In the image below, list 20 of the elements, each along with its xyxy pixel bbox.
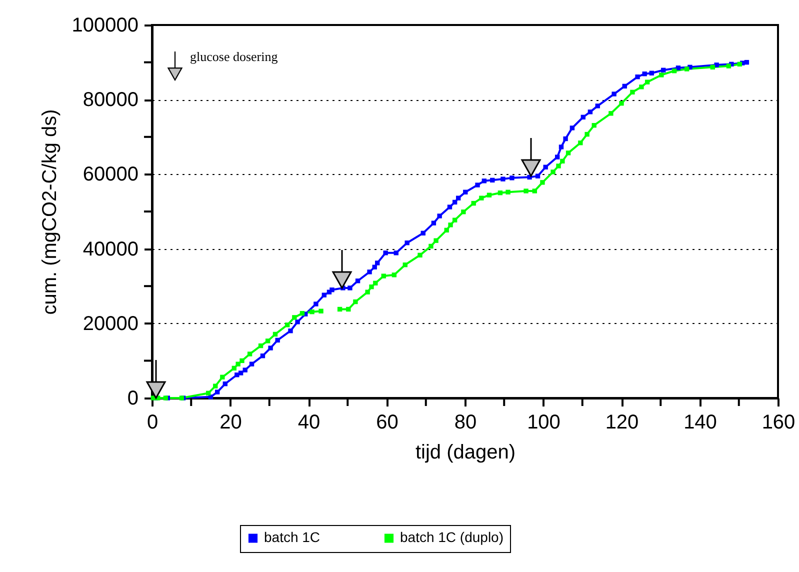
y-tick-label: 60000 (82, 164, 138, 186)
x-tick-label: 100 (527, 412, 560, 434)
x-tick-label: 60 (376, 412, 398, 434)
y-tick-label: 100000 (72, 14, 138, 36)
x-tick-label: 140 (684, 412, 717, 434)
annotation: glucose dosering (190, 49, 278, 64)
x-axis-title: tijd (dagen) (415, 442, 516, 464)
y-tick-label: 20000 (82, 312, 138, 335)
x-tick-label: 80 (454, 412, 477, 434)
x-tick-label: 120 (605, 412, 639, 434)
y-axis-title: cum. (mgCO2-C/kg ds) (38, 109, 61, 315)
y-tick-label: 0 (127, 388, 138, 410)
legend-label: batch 1C (duplo) (400, 529, 504, 546)
x-tick-label: 160 (762, 412, 796, 434)
x-tick-label: 40 (298, 412, 320, 434)
legend-label: batch 1C (264, 529, 320, 546)
y-tick-label: 80000 (82, 89, 138, 112)
y-tick-label: 40000 (82, 238, 138, 260)
x-tick-label: 20 (220, 412, 242, 434)
x-tick-label: 0 (146, 412, 158, 434)
